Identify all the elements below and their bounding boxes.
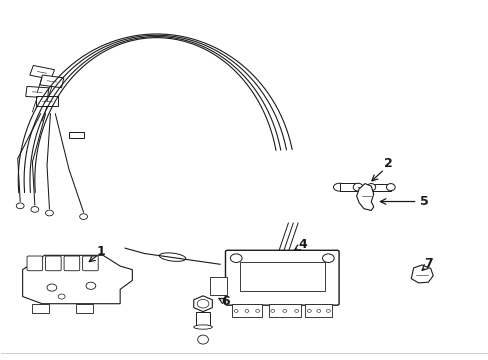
FancyBboxPatch shape [27, 256, 42, 271]
Ellipse shape [159, 253, 185, 261]
Circle shape [282, 310, 286, 312]
Polygon shape [36, 96, 58, 106]
Bar [305, 304, 331, 318]
Circle shape [230, 254, 242, 262]
FancyBboxPatch shape [82, 256, 98, 271]
Bar [69, 132, 83, 138]
Circle shape [31, 207, 39, 212]
Circle shape [270, 310, 274, 312]
Circle shape [316, 310, 320, 312]
Bar [232, 304, 261, 318]
Bar [195, 312, 210, 327]
Circle shape [197, 300, 208, 308]
Circle shape [58, 294, 65, 299]
Circle shape [45, 210, 53, 216]
Text: 1: 1 [96, 245, 105, 258]
FancyBboxPatch shape [45, 256, 61, 271]
Polygon shape [40, 75, 64, 88]
Circle shape [86, 282, 96, 289]
Polygon shape [22, 255, 132, 304]
Polygon shape [30, 66, 54, 79]
Circle shape [307, 310, 311, 312]
Circle shape [47, 284, 57, 291]
Polygon shape [26, 86, 49, 98]
Circle shape [326, 310, 330, 312]
Bar [76, 304, 93, 313]
FancyBboxPatch shape [64, 256, 80, 271]
Bar [32, 304, 49, 313]
Text: 6: 6 [221, 296, 230, 309]
Circle shape [16, 203, 24, 209]
Bar [268, 304, 300, 318]
Circle shape [80, 214, 87, 220]
Circle shape [234, 310, 238, 312]
Polygon shape [193, 296, 212, 312]
Polygon shape [410, 265, 432, 283]
Ellipse shape [386, 184, 394, 191]
Ellipse shape [193, 325, 212, 329]
FancyBboxPatch shape [225, 250, 338, 305]
Polygon shape [356, 184, 373, 211]
Text: 4: 4 [298, 238, 307, 251]
Ellipse shape [366, 184, 375, 191]
Bar [210, 277, 227, 295]
Bar [339, 183, 357, 191]
Circle shape [244, 310, 248, 312]
Text: 7: 7 [424, 257, 432, 270]
Ellipse shape [352, 183, 362, 191]
Ellipse shape [197, 335, 208, 344]
Bar [370, 184, 390, 191]
Text: 2: 2 [383, 157, 392, 170]
Ellipse shape [333, 183, 345, 191]
Text: 5: 5 [419, 195, 427, 208]
Circle shape [322, 254, 333, 262]
Circle shape [294, 310, 298, 312]
Circle shape [255, 310, 259, 312]
Bar [239, 262, 325, 291]
